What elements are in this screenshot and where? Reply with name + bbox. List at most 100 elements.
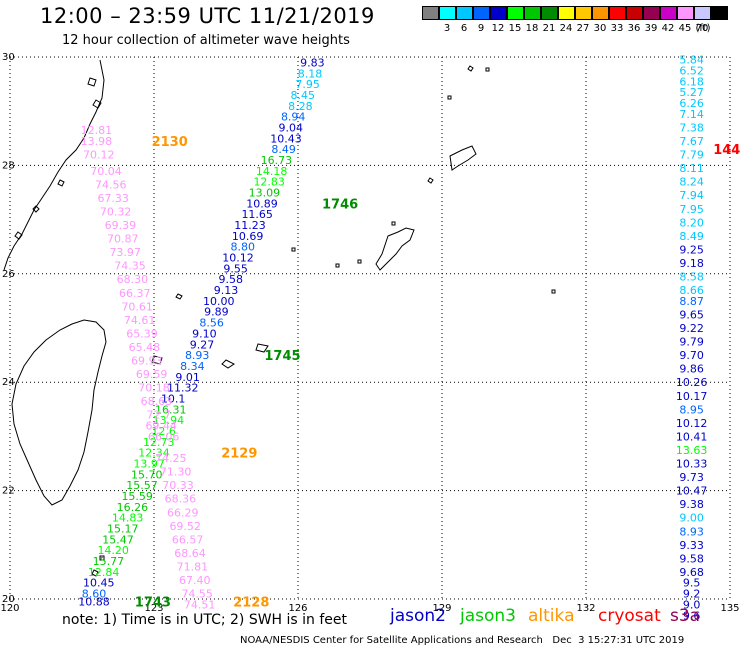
wave-height-value: 9.83 (300, 56, 325, 69)
wave-height-value: 8.49 (271, 143, 296, 156)
scale-swatch (609, 6, 626, 20)
legend-cryosat: cryosat (598, 606, 661, 626)
scale-label: 42 (661, 23, 675, 34)
wave-height-value: 70.32 (100, 205, 132, 218)
wave-height-value: 8.66 (679, 284, 704, 297)
time-label-2128: 2128 (233, 596, 269, 611)
legend-altika: altika (528, 606, 575, 626)
wave-height-value: 9.33 (679, 539, 704, 552)
wave-height-value: 11.32 (167, 382, 199, 395)
wave-height-value: 65.48 (129, 341, 161, 354)
wave-height-value: 13.09 (249, 187, 281, 200)
wave-height-value: 66.29 (167, 506, 199, 519)
scale-unit-label: (ft) (695, 23, 711, 34)
wave-height-value: 7.67 (679, 135, 704, 148)
wave-height-value: 10.47 (676, 485, 708, 498)
altimeter-tracks: 9.838.187.958.458.288.949.0410.438.4916.… (78, 54, 707, 623)
wave-height-value: 9.27 (190, 338, 215, 351)
wave-height-value: 69.93 (131, 355, 163, 368)
legend-jason3: jason3 (460, 606, 516, 626)
wave-height-value: 15.70 (131, 468, 163, 481)
taiwan-coastline (11, 319, 107, 506)
scale-swatch (677, 6, 694, 20)
scale-swatch (439, 6, 456, 20)
map-title: 12:00 – 23:59 UTC 11/21/2019 (40, 4, 375, 28)
wave-height-value: 68.36 (165, 493, 197, 506)
scale-swatch (643, 6, 660, 20)
wave-height-value: 14.18 (256, 165, 288, 178)
wave-height-value: 12.34 (138, 447, 170, 460)
wave-height-value: 68.63 (141, 395, 173, 408)
scale-label: 24 (559, 23, 573, 34)
wave-height-value: 11.65 (241, 208, 273, 221)
ryukyu-small-islands (91, 65, 556, 577)
wave-height-value: 10.41 (676, 430, 708, 443)
wave-height-value: 65.39 (126, 327, 158, 340)
wave-height-value: 9.58 (219, 273, 244, 286)
scale-label: 45 (678, 23, 692, 34)
time-labels: 144 1743 2128 (135, 143, 740, 611)
wave-height-value: 74.25 (155, 452, 187, 465)
wave-height-value: 8.18 (298, 67, 323, 80)
wave-height-value: 15.77 (93, 555, 125, 568)
scale-swatch (592, 6, 609, 20)
wave-height-value: 5.27 (679, 86, 704, 99)
wave-height-value: 15.17 (107, 523, 139, 536)
scale-label: 6 (460, 23, 468, 34)
wave-height-value: 8.45 (291, 89, 316, 102)
scale-label: 70 (695, 23, 709, 34)
wave-height-value: 9.68 (679, 566, 704, 579)
wave-height-value: 8.24 (679, 176, 704, 189)
lat-tick-label: 26 (2, 269, 15, 280)
wave-height-value: 8.58 (679, 271, 704, 284)
wave-height-value: 9.25 (679, 243, 704, 256)
scale-swatch (558, 6, 575, 20)
wave-height-value: 8.56 (199, 317, 224, 330)
wave-height-value: 70.61 (121, 300, 153, 313)
wave-height-value: 10.45 (83, 577, 115, 590)
wave-height-value: 8.93 (185, 349, 210, 362)
scale-swatch (490, 6, 507, 20)
scale-label: 39 (644, 23, 658, 34)
coast-islands (14, 77, 102, 240)
wave-height-value: 73.97 (109, 246, 141, 259)
wave-height-value: 8.60 (82, 588, 107, 601)
credit-text: NOAA/NESDIS Center for Satellite Applica… (240, 635, 685, 646)
scale-swatch (694, 6, 711, 20)
wave-height-value: 8.28 (288, 100, 313, 113)
wave-height-value: 9.70 (679, 349, 704, 362)
lat-tick-label: 28 (2, 160, 15, 171)
scale-swatch (575, 6, 592, 20)
track-jason3-1745: 16.3113.9412.612.7312.3413.9715.7015.571… (78, 349, 300, 609)
wave-height-value: 9.38 (679, 498, 704, 511)
wave-height-value: 7.94 (679, 189, 704, 202)
wave-height-value: 6.52 (679, 65, 704, 78)
wave-height-value: 12.83 (253, 176, 285, 189)
scale-swatch (456, 6, 473, 20)
wave-height-value: 71.30 (160, 466, 192, 479)
lat-tick-label: 22 (2, 486, 15, 497)
wave-height-value: 70.18 (138, 382, 170, 395)
wave-height-value: 10.00 (203, 295, 235, 308)
scale-label: 33 (610, 23, 624, 34)
wave-height-value: 10.43 (270, 132, 302, 145)
scale-swatch (524, 6, 541, 20)
okinawa-coastline (375, 227, 415, 271)
note-text: note: 1) Time is in UTC; 2) SWH is in fe… (62, 612, 348, 628)
track-altika-2129: 74.2571.3070.3368.3666.2969.5266.5768.64… (155, 447, 257, 612)
scale-swatch (541, 6, 558, 20)
time-label-1743: 1743 (135, 596, 171, 611)
lat-tick-label: 20 (2, 594, 15, 605)
wave-height-value: 7.79 (679, 149, 704, 162)
scale-swatch (660, 6, 677, 20)
wave-height-value: 15.47 (102, 533, 134, 546)
wave-height-value: 11.23 (234, 219, 266, 232)
wave-height-value: 69.52 (169, 520, 201, 533)
scale-label: 21 (542, 23, 556, 34)
wave-height-value: 16.31 (155, 403, 187, 416)
wave-height-value: 8.87 (679, 295, 704, 308)
legend-jason2: jason2 (390, 606, 446, 626)
lat-tick-label: 24 (2, 377, 15, 388)
wave-height-value: 8.34 (180, 360, 205, 373)
wave-height-value: 74.35 (114, 260, 146, 273)
